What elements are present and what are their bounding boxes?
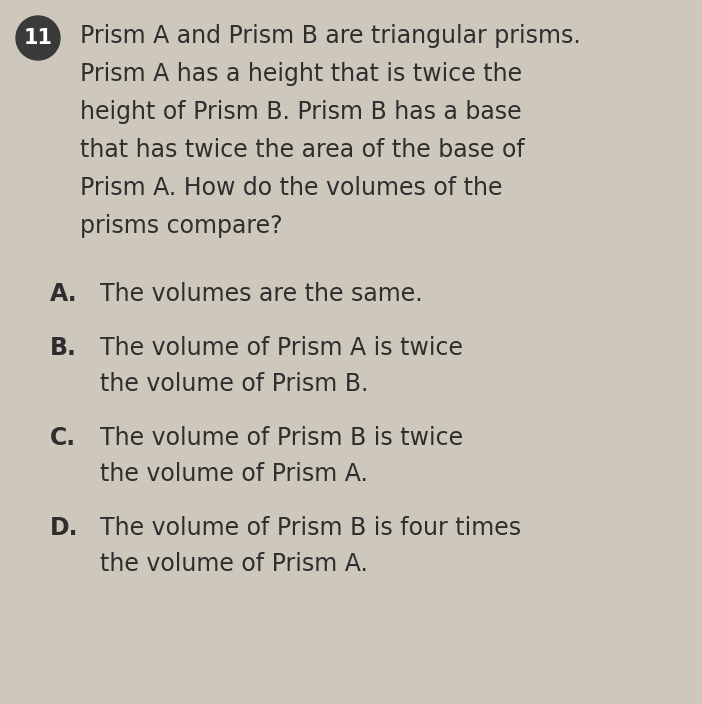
Text: the volume of Prism A.: the volume of Prism A. [100, 462, 368, 486]
Text: Prism A and Prism B are triangular prisms.: Prism A and Prism B are triangular prism… [80, 24, 581, 48]
Text: Prism A. How do the volumes of the: Prism A. How do the volumes of the [80, 176, 503, 200]
Text: height of Prism B. Prism B has a base: height of Prism B. Prism B has a base [80, 100, 522, 124]
Text: The volume of Prism A is twice: The volume of Prism A is twice [100, 336, 463, 360]
Text: The volumes are the same.: The volumes are the same. [100, 282, 423, 306]
Text: D.: D. [50, 516, 79, 540]
Text: 11: 11 [23, 28, 53, 48]
Text: B.: B. [50, 336, 77, 360]
Text: The volume of Prism B is twice: The volume of Prism B is twice [100, 426, 463, 450]
Text: that has twice the area of the base of: that has twice the area of the base of [80, 138, 525, 162]
Text: the volume of Prism B.: the volume of Prism B. [100, 372, 369, 396]
Text: A.: A. [50, 282, 78, 306]
Text: C.: C. [50, 426, 76, 450]
Text: Prism A has a height that is twice the: Prism A has a height that is twice the [80, 62, 522, 86]
Text: prisms compare?: prisms compare? [80, 214, 283, 238]
Text: the volume of Prism A.: the volume of Prism A. [100, 552, 368, 576]
Text: The volume of Prism B is four times: The volume of Prism B is four times [100, 516, 521, 540]
Circle shape [16, 16, 60, 60]
